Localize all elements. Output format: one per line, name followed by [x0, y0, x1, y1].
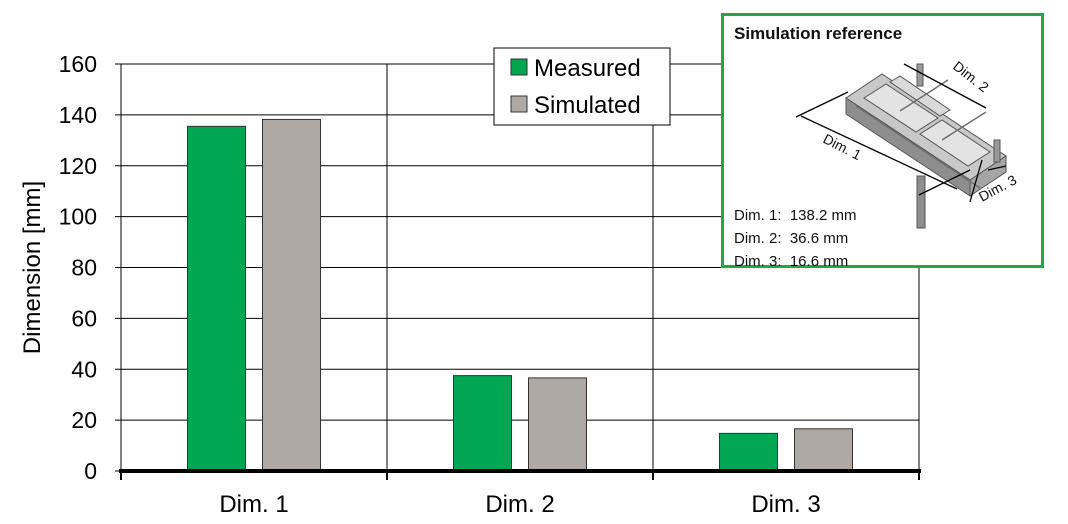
y-tick-label: 60: [71, 305, 97, 331]
legend-label-simulated: Simulated: [534, 92, 641, 119]
x-tick-label: Dim. 3: [751, 491, 820, 518]
inset-values: Dim. 1: 138.2 mm Dim. 2: 36.6 mm Dim. 3:…: [734, 204, 857, 273]
part-rib: [899, 79, 949, 112]
dim2-line: [903, 63, 987, 109]
x-tick-label: Dim. 2: [485, 491, 554, 518]
y-tick-label: 140: [59, 102, 97, 128]
x-tick-label: Dim. 1: [219, 491, 288, 518]
y-tick-label: 0: [84, 458, 97, 484]
legend: Measured Simulated: [493, 47, 671, 126]
inset-line-dim2: Dim. 2: 36.6 mm: [734, 230, 849, 247]
part-stem: [916, 175, 926, 229]
dim2-label: Dim. 2: [950, 58, 992, 96]
legend-swatch-simulated: [510, 95, 528, 113]
bar-simulated-3: [794, 428, 853, 472]
bar-simulated-1: [262, 118, 321, 472]
dim3-extension: [987, 165, 1007, 171]
part-geometry: [845, 63, 1007, 229]
y-tick-label: 160: [59, 51, 97, 77]
bar-measured-3: [719, 432, 778, 472]
legend-swatch-measured: [510, 58, 528, 76]
simulation-reference-panel: Dim. 1 Dim. 2 Dim. 3 Simulation reference …: [721, 13, 1044, 270]
bar-measured-1: [187, 125, 246, 472]
y-tick-label: 100: [59, 204, 97, 230]
y-tick-label: 20: [71, 407, 97, 433]
part-cavity-2: [919, 119, 991, 167]
part-cavity-1: [863, 83, 939, 133]
part-cavity-3: [889, 75, 951, 117]
dim3-line: [969, 159, 983, 203]
y-tick-label: 80: [71, 255, 97, 281]
dim1-line: [800, 115, 958, 190]
part-post: [993, 139, 1001, 163]
inset-line-dim3: Dim. 3: 16.6 mm: [734, 253, 849, 270]
extension-line: [795, 91, 849, 118]
inset-line-dim1: Dim. 1: 138.2 mm: [734, 207, 857, 224]
dimension-lines: [795, 63, 1007, 203]
y-tick-label: 120: [59, 153, 97, 179]
y-tick-label: 40: [71, 356, 97, 382]
inset-title: Simulation reference: [734, 24, 903, 43]
legend-label-measured: Measured: [534, 55, 641, 82]
y-axis-title: Dimension [mm]: [19, 181, 46, 354]
part-post: [916, 63, 924, 87]
part-rib: [941, 111, 987, 141]
bar-simulated-2: [528, 377, 587, 472]
part-rib: [855, 105, 981, 189]
part-side-face: [969, 155, 1007, 197]
bar-measured-2: [453, 375, 512, 472]
